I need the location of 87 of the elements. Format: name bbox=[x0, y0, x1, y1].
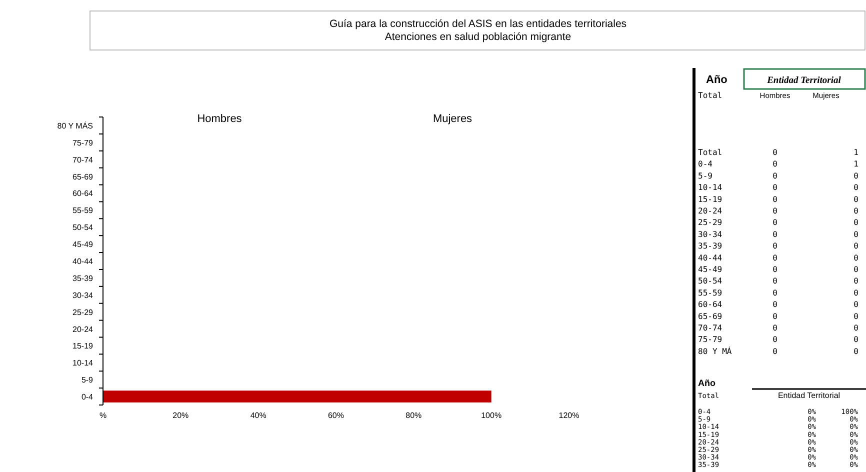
data-label: 0 bbox=[772, 335, 778, 344]
data-label: 0 bbox=[772, 346, 778, 356]
chart-title: Guía para la construcción del ASIS en las entidades territoriales bbox=[329, 18, 627, 30]
category-label: 25-29 bbox=[698, 218, 722, 228]
annotation: Hombres bbox=[197, 113, 242, 125]
data-label: 0 bbox=[854, 194, 859, 204]
data-label: 0 bbox=[854, 324, 859, 332]
y-tick-label: 75-79 bbox=[72, 138, 94, 148]
data-label: 0 bbox=[854, 335, 859, 344]
data-label: 0 bbox=[772, 324, 778, 332]
data-label: 0 bbox=[772, 276, 778, 286]
data-label: 0 bbox=[772, 194, 778, 204]
x-tick-label: 120% bbox=[558, 411, 580, 420]
category-label: 0-4 bbox=[698, 160, 713, 169]
data-label: 0 bbox=[854, 230, 859, 239]
category-label: 80 Y MÁ bbox=[698, 346, 732, 356]
y-tick-label: 45-49 bbox=[72, 240, 94, 250]
data-label: 0 bbox=[772, 300, 778, 310]
y-tick-label: 35-39 bbox=[72, 274, 94, 283]
chart-subtitle: Atenciones en salud población migrante bbox=[384, 31, 572, 43]
data-label: 1 bbox=[854, 148, 859, 157]
y-tick-label: 40-44 bbox=[72, 257, 94, 266]
category-label: 55-59 bbox=[698, 288, 722, 298]
y-tick-label: 5-9 bbox=[81, 376, 94, 385]
x-tick-label: 40% bbox=[250, 411, 266, 420]
category-label: 35-39 bbox=[698, 242, 722, 251]
data-label: 0 bbox=[772, 206, 778, 216]
category-label: 5-9 bbox=[698, 171, 713, 180]
category-label: 60-64 bbox=[698, 300, 722, 310]
data-label: 0 bbox=[854, 253, 859, 262]
data-label: 0 bbox=[772, 242, 778, 251]
y-tick-label: 70-74 bbox=[72, 155, 94, 164]
data-label: 0 bbox=[854, 276, 859, 286]
y-tick-label: 25-29 bbox=[72, 308, 94, 317]
data-label: 0 bbox=[772, 288, 778, 298]
data-label: 0 bbox=[772, 183, 778, 192]
category-label: 45-49 bbox=[698, 265, 722, 274]
text: Año bbox=[698, 378, 716, 388]
y-tick-label: 80 Y MÁS bbox=[57, 121, 93, 130]
data-label: 0 bbox=[772, 230, 778, 239]
data-label: 0 bbox=[854, 206, 859, 216]
data-label: 0 bbox=[854, 171, 859, 180]
category-label: 30-34 bbox=[698, 230, 722, 239]
y-tick-label: 65-69 bbox=[72, 172, 94, 182]
text: Entidad Territorial bbox=[778, 391, 840, 400]
category-label: 65-69 bbox=[698, 312, 722, 321]
category-label: Total bbox=[698, 148, 722, 157]
y-tick-label: 10-14 bbox=[72, 358, 94, 368]
data-label: 0 bbox=[854, 218, 859, 228]
category-label: 20-24 bbox=[698, 206, 722, 216]
data-label: 0 bbox=[772, 160, 778, 169]
data-label: 0 bbox=[854, 300, 859, 310]
y-tick-label: 0-4 bbox=[81, 392, 94, 402]
y-tick-label: 15-19 bbox=[72, 342, 94, 351]
data-label: 0 bbox=[854, 265, 859, 274]
text: Total bbox=[698, 91, 722, 100]
data-label: 0 bbox=[772, 312, 778, 321]
y-tick-label: 30-34 bbox=[72, 290, 94, 300]
y-tick-label: 60-64 bbox=[72, 189, 94, 198]
annotation: Mujeres bbox=[432, 113, 473, 125]
category-label: 15-19 bbox=[698, 194, 722, 204]
x-tick-label: 80% bbox=[406, 411, 422, 420]
data-label: 0 bbox=[854, 242, 859, 251]
data-label: 0 bbox=[854, 346, 859, 356]
data-label: 0 bbox=[854, 183, 859, 192]
data-label: 1 bbox=[854, 160, 859, 169]
category-label: 70-74 bbox=[698, 324, 722, 332]
category-label: 10-14 bbox=[698, 183, 722, 192]
data-label: 0 bbox=[772, 265, 778, 274]
category-label: 75-79 bbox=[698, 335, 722, 344]
y-tick-label: 55-59 bbox=[72, 206, 94, 216]
x-tick-label: % bbox=[99, 411, 107, 420]
data-label: 0 bbox=[854, 288, 859, 298]
data-label: 0 bbox=[854, 312, 859, 321]
x-tick-label: 60% bbox=[328, 411, 344, 420]
data-label: 0 bbox=[772, 171, 778, 180]
text: Entidad Territorial bbox=[766, 76, 842, 86]
x-tick-label: 20% bbox=[172, 411, 189, 420]
text: Año bbox=[706, 74, 728, 86]
category-label: 40-44 bbox=[698, 253, 722, 262]
x-tick-label: 100% bbox=[481, 411, 502, 420]
data-label: 0 bbox=[772, 253, 778, 262]
y-tick-label: 50-54 bbox=[72, 223, 94, 232]
category-label: 50-54 bbox=[698, 276, 722, 286]
y-tick-label: 20-24 bbox=[72, 324, 94, 334]
data-label: 0 bbox=[772, 148, 778, 157]
data-label: 0 bbox=[772, 218, 778, 228]
